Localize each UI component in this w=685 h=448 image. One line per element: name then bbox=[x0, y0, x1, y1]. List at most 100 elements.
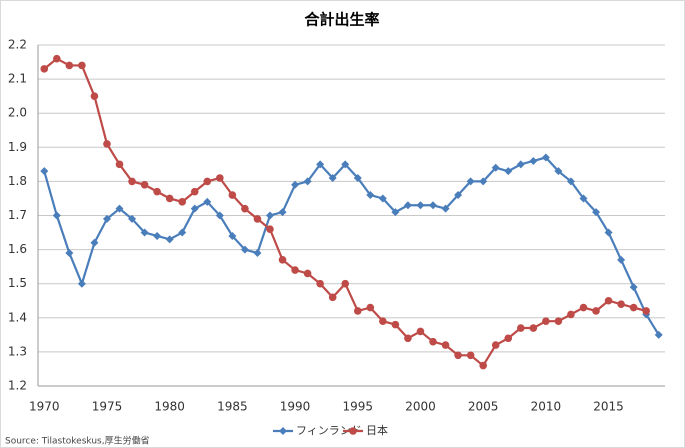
marker bbox=[353, 173, 362, 182]
marker bbox=[567, 310, 575, 319]
marker bbox=[40, 65, 49, 73]
marker bbox=[378, 194, 387, 203]
marker bbox=[479, 177, 488, 186]
marker bbox=[629, 283, 638, 292]
marker bbox=[203, 177, 212, 186]
marker bbox=[303, 177, 312, 186]
marker bbox=[516, 324, 525, 332]
marker bbox=[291, 180, 300, 189]
marker bbox=[617, 255, 626, 264]
legend-marker bbox=[279, 427, 287, 435]
marker bbox=[491, 341, 500, 349]
y-tick-label: 2.1 bbox=[8, 72, 27, 86]
marker bbox=[341, 279, 350, 288]
marker bbox=[504, 334, 513, 343]
y-tick-label: 2.0 bbox=[8, 106, 27, 120]
y-tick-label: 1.5 bbox=[8, 276, 27, 290]
marker bbox=[316, 160, 325, 169]
marker bbox=[341, 160, 350, 169]
y-tick-label: 1.8 bbox=[8, 174, 27, 188]
y-tick-label: 2.2 bbox=[8, 38, 27, 52]
marker bbox=[65, 249, 74, 258]
marker bbox=[654, 330, 663, 339]
legend-marker bbox=[349, 427, 357, 435]
y-tick-label: 1.2 bbox=[8, 379, 27, 393]
marker bbox=[328, 293, 337, 302]
marker bbox=[165, 235, 174, 244]
x-tick-label: 1995 bbox=[342, 400, 373, 414]
marker bbox=[53, 54, 61, 63]
marker bbox=[228, 231, 237, 240]
marker bbox=[391, 208, 400, 217]
marker bbox=[604, 228, 613, 237]
marker bbox=[153, 231, 162, 240]
legend-label: 日本 bbox=[366, 423, 388, 437]
marker bbox=[190, 204, 199, 213]
marker bbox=[65, 61, 74, 70]
y-tick-label: 1.6 bbox=[8, 242, 27, 256]
marker bbox=[40, 167, 49, 176]
marker bbox=[215, 211, 224, 220]
marker bbox=[115, 204, 124, 213]
marker bbox=[241, 204, 249, 213]
marker bbox=[77, 279, 86, 288]
marker bbox=[379, 317, 387, 326]
marker bbox=[479, 361, 487, 370]
x-tick-label: 1985 bbox=[217, 400, 248, 414]
marker bbox=[642, 307, 650, 315]
x-tick-label: 1980 bbox=[154, 400, 185, 414]
marker bbox=[178, 228, 187, 237]
x-tick-label: 2010 bbox=[531, 400, 562, 414]
marker bbox=[429, 337, 437, 346]
marker bbox=[592, 208, 601, 217]
marker bbox=[178, 198, 187, 206]
marker bbox=[466, 351, 475, 360]
marker bbox=[491, 163, 500, 172]
marker bbox=[554, 317, 563, 326]
marker bbox=[366, 191, 375, 200]
marker bbox=[429, 201, 438, 210]
source: Source: Tilastokeskus,厚生労働省 bbox=[5, 435, 150, 447]
marker bbox=[579, 303, 588, 312]
marker bbox=[266, 225, 274, 233]
marker bbox=[516, 160, 525, 169]
marker bbox=[52, 211, 61, 220]
marker bbox=[190, 187, 199, 196]
marker bbox=[253, 215, 262, 223]
marker bbox=[416, 327, 425, 336]
marker bbox=[153, 187, 161, 196]
marker bbox=[278, 256, 287, 264]
marker bbox=[579, 194, 588, 203]
marker bbox=[203, 197, 212, 206]
legend-label: フィンランド bbox=[296, 424, 362, 437]
x-tick-label: 1970 bbox=[29, 400, 60, 414]
marker bbox=[504, 167, 513, 176]
marker bbox=[403, 201, 412, 210]
marker bbox=[353, 307, 362, 315]
marker bbox=[303, 269, 312, 278]
marker bbox=[278, 208, 287, 217]
marker bbox=[566, 177, 575, 186]
marker bbox=[617, 300, 625, 308]
marker bbox=[102, 214, 111, 223]
marker bbox=[592, 307, 600, 315]
marker bbox=[416, 201, 425, 210]
marker bbox=[404, 334, 412, 343]
x-tick-label: 1975 bbox=[92, 400, 123, 414]
marker bbox=[165, 194, 174, 203]
x-tick-label: 1990 bbox=[280, 400, 311, 414]
marker bbox=[454, 191, 463, 200]
marker bbox=[128, 177, 136, 186]
marker bbox=[366, 303, 375, 312]
marker bbox=[78, 61, 86, 70]
marker bbox=[604, 296, 613, 305]
marker bbox=[291, 266, 299, 274]
marker bbox=[253, 249, 262, 258]
marker bbox=[140, 181, 149, 189]
marker bbox=[228, 191, 237, 199]
y-tick-label: 1.9 bbox=[8, 140, 27, 154]
marker bbox=[391, 320, 400, 329]
marker bbox=[441, 204, 450, 213]
